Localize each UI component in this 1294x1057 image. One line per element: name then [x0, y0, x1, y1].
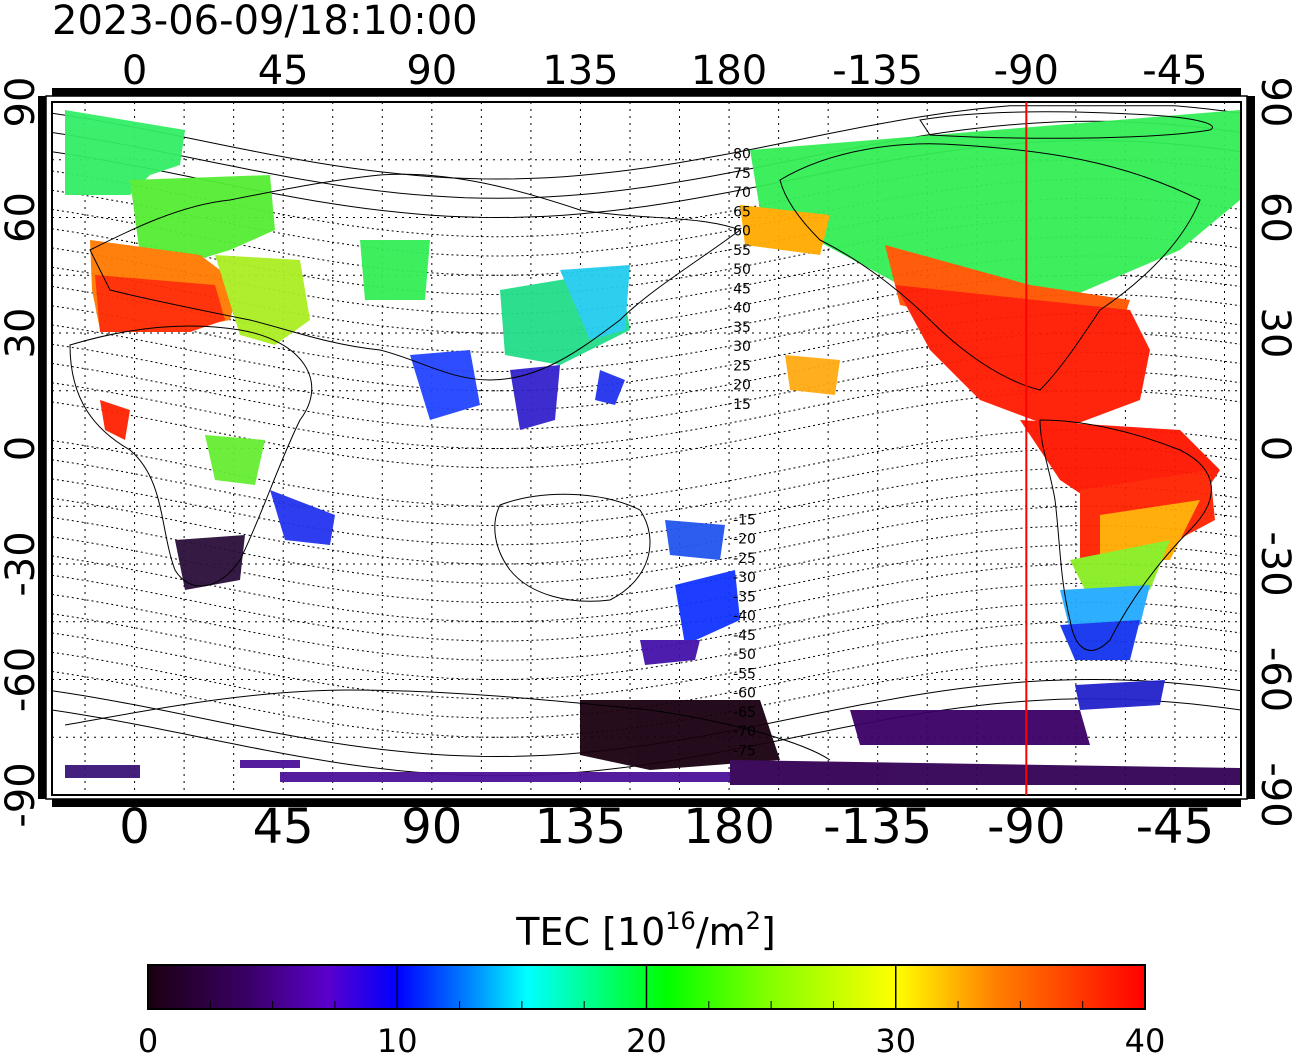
contour-label: -45: [733, 628, 756, 644]
bottom-lon-label: 90: [401, 799, 462, 855]
bottom-lon-label: 135: [535, 799, 627, 855]
contour-line: [52, 621, 1241, 700]
contour-label: -55: [733, 666, 756, 682]
top-lon-label: 180: [691, 48, 767, 94]
top-lon-label: 0: [122, 48, 147, 94]
bottom-longitude-labels: 0 45 90 135 180 -135 -90 -45: [119, 799, 1214, 855]
colorbar-tick-label: 0: [138, 1022, 158, 1057]
contour-label: -35: [733, 589, 756, 605]
contour-label: 50: [733, 262, 751, 278]
contour-line: [52, 601, 1241, 681]
top-lon-label: -135: [832, 48, 923, 94]
contour-line: [52, 447, 1241, 527]
contour-label: 20: [733, 378, 751, 394]
left-lat-label: 30: [0, 308, 44, 359]
top-lon-label: 135: [542, 48, 618, 94]
contour-line: [52, 563, 1241, 642]
contour-label: -70: [733, 724, 756, 740]
right-latitude-labels: 90 60 30 0 -30 -60 -90: [1252, 77, 1294, 828]
right-lat-label: -60: [1252, 647, 1294, 712]
contour-label: -65: [733, 705, 756, 721]
contour-line: [52, 313, 1241, 392]
left-lat-label: 60: [0, 192, 44, 243]
colorbar-ticks: 0 10 20 30 40: [138, 965, 1166, 1057]
top-longitude-labels: 0 45 90 135 180 -135 -90 -45: [122, 48, 1208, 94]
contour-label: 15: [733, 397, 751, 413]
map-title: 2023-06-09/18:10:00: [52, 0, 478, 44]
map-area: 0 45 90 135 180 -135 -90 -45 0 45 90 135 180 -135 -90…: [0, 48, 1294, 855]
left-lat-label: -90: [0, 762, 44, 827]
colorbar: TEC [1016/m2] 0 10 20 30 40: [138, 907, 1166, 1057]
bottom-lon-label: 180: [683, 799, 775, 855]
left-lat-label: -60: [0, 647, 44, 712]
left-lat-label: 90: [0, 77, 44, 128]
contour-line: [52, 467, 1241, 546]
colorbar-label: TEC [1016/m2]: [515, 907, 776, 954]
contour-line: [52, 544, 1241, 623]
tec-data-overlay: [65, 110, 1240, 785]
right-lat-label: 90: [1252, 77, 1294, 128]
contour-line: [52, 351, 1241, 430]
colorbar-tick-label: 30: [875, 1022, 916, 1057]
contour-label: 55: [733, 243, 751, 259]
top-lon-label: 45: [258, 48, 309, 94]
contour-line: [52, 486, 1241, 565]
contour-label: 45: [733, 281, 751, 297]
contour-label: -30: [733, 570, 756, 586]
contour-label: 30: [733, 339, 751, 355]
bottom-lon-label: 45: [253, 799, 314, 855]
contour-label: -50: [733, 647, 756, 663]
contour-label: 75: [733, 166, 751, 182]
top-lon-label: -90: [994, 48, 1059, 94]
left-lat-label: 0: [0, 436, 44, 461]
left-latitude-labels: 90 60 30 0 -30 -60 -90: [0, 77, 44, 828]
bottom-lon-label: -135: [823, 799, 932, 855]
right-lat-label: 60: [1252, 192, 1294, 243]
colorbar-tick-label: 10: [377, 1022, 418, 1057]
contour-label: -25: [733, 551, 756, 567]
left-lat-label: -30: [0, 531, 44, 596]
contour-line: [52, 197, 1241, 276]
contour-line: [52, 293, 1241, 373]
contour-line: [52, 524, 1241, 604]
contour-label: 25: [733, 358, 751, 374]
top-lon-label: 90: [406, 48, 457, 94]
bottom-lon-label: -90: [987, 799, 1065, 855]
contour-label: 40: [733, 301, 751, 317]
contour-line: [52, 505, 1241, 584]
colorbar-tick-label: 40: [1125, 1022, 1166, 1057]
contour-line: [52, 120, 1241, 199]
contour-label: -15: [733, 512, 756, 528]
coastlines: [64, 111, 1213, 761]
right-lat-label: -30: [1252, 531, 1294, 596]
contour-line: [52, 332, 1241, 411]
bottom-lon-label: -45: [1136, 799, 1214, 855]
bottom-lon-label: 0: [119, 799, 150, 855]
contour-label: 35: [733, 320, 751, 336]
contour-label: -40: [733, 609, 756, 625]
contour-labels: 80 75 70 65 60 55 50 45 40 35 30 25 20 15 -15 -20 -25 -30…: [733, 147, 756, 760]
contour-line: [52, 105, 1241, 180]
contour-line: [52, 370, 1241, 450]
right-lat-label: 30: [1252, 308, 1294, 359]
right-lat-label: -90: [1252, 762, 1294, 827]
contour-label: -60: [733, 686, 756, 702]
top-lon-label: -45: [1142, 48, 1207, 94]
colorbar-tick-label: 20: [626, 1022, 667, 1057]
contour-label: -20: [733, 532, 756, 548]
right-lat-label: 0: [1252, 436, 1294, 461]
contour-label: -75: [733, 743, 756, 759]
contour-label: 80: [733, 147, 751, 163]
contour-label: 70: [733, 185, 751, 201]
contour-label: 60: [733, 224, 751, 240]
contour-label: 65: [733, 204, 751, 220]
